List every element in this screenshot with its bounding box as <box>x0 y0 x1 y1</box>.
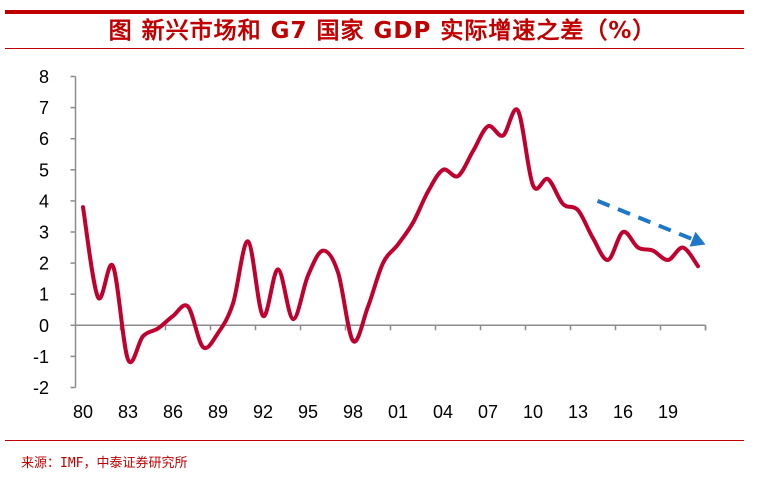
y-tick-label: -2 <box>33 378 49 398</box>
series-group <box>81 107 700 365</box>
y-tick-label: 5 <box>39 160 49 180</box>
x-axis-ticks: 80 83 86 89 92 95 98 01 04 07 10 13 16 19 <box>73 325 707 422</box>
x-tick-label: 07 <box>478 402 498 422</box>
trend-arrow-shaft <box>596 199 694 242</box>
x-tick-label: 16 <box>613 402 633 422</box>
x-tick-label: 89 <box>208 402 228 422</box>
y-tick-label: 3 <box>39 223 49 243</box>
annotation-group <box>596 199 706 247</box>
y-tick-label: -1 <box>33 347 49 367</box>
x-tick-label: 04 <box>433 402 453 422</box>
x-tick-label: 80 <box>73 402 93 422</box>
y-tick-label: 0 <box>39 316 49 336</box>
source-rule <box>5 440 744 441</box>
chart-title: 图 新兴市场和 G7 国家 GDP 实际增速之差（%） <box>108 18 657 44</box>
y-tick-label: 1 <box>39 285 49 305</box>
x-tick-label: 01 <box>388 402 408 422</box>
y-tick-label: 2 <box>39 254 49 274</box>
x-tick-label: 83 <box>118 402 138 422</box>
y-tick-label: 7 <box>39 98 49 118</box>
source-note: 来源：IMF，中泰证券研究所 <box>21 456 188 471</box>
x-tick-label: 98 <box>343 402 363 422</box>
y-axis-ticks: 8 7 6 5 4 3 2 1 0 -1 -2 <box>33 67 76 398</box>
trend-arrow-head <box>689 231 706 247</box>
y-tick-label: 4 <box>39 191 49 211</box>
y-tick-label: 8 <box>39 67 49 87</box>
axes <box>74 76 706 388</box>
title-bottom-rule <box>5 48 744 49</box>
x-tick-label: 10 <box>523 402 543 422</box>
x-tick-label: 19 <box>658 402 678 422</box>
x-tick-label: 86 <box>163 402 183 422</box>
x-tick-label: 95 <box>298 402 318 422</box>
series-line <box>81 107 700 365</box>
title-top-rule <box>5 10 744 14</box>
y-tick-label: 6 <box>39 129 49 149</box>
x-tick-label: 13 <box>568 402 588 422</box>
x-tick-label: 92 <box>253 402 273 422</box>
